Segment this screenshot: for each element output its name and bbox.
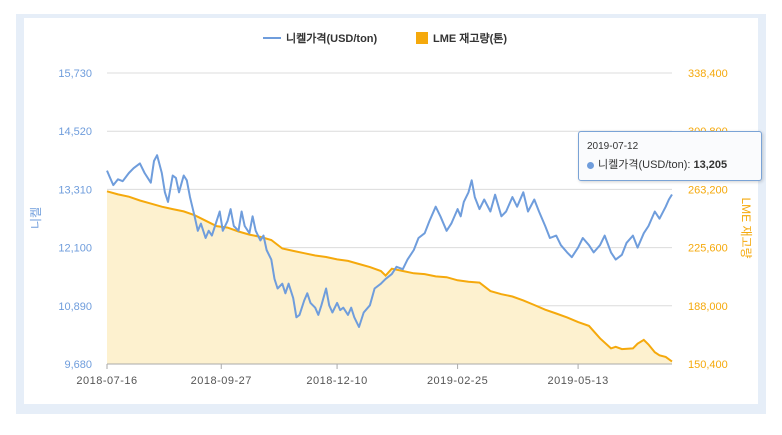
x-tick-label: 2018-12-10 [306,375,367,387]
y-right-tick-label: 225,600 [688,243,728,255]
lme-stock-area [107,191,672,364]
y-left-tick-label: 15,730 [58,68,92,80]
y-right-tick-label: 338,400 [688,68,728,80]
x-tick-label: 2018-09-27 [191,375,252,387]
y-left-axis-label: 니켈 [29,207,43,229]
y-left-tick-label: 12,100 [58,243,92,255]
tooltip-value: 13,205 [693,159,728,171]
legend-item-nickel-price[interactable]: 니켈가격(USD/ton) [263,31,378,45]
lme-stock-line [106,190,673,363]
legend-label-nickel-price: 니켈가격(USD/ton) [286,31,378,45]
legend-label-lme-stock: LME 재고량(톤) [433,31,507,45]
x-tick-label: 2019-05-13 [547,375,608,387]
x-tick-label: 2018-07-16 [76,375,137,387]
y-right-tick-label: 150,400 [688,359,728,371]
nickel-price-line [106,154,673,328]
series-dot-icon [587,161,594,169]
tooltip-row: 니켈가격(USD/ton): 13,205 [587,156,727,172]
legend: 니켈가격(USD/ton) LME 재고량(톤) [263,31,507,45]
tooltip-date: 2019-07-12 [587,141,639,152]
y-right-tick-label: 263,200 [688,184,728,196]
x-tick-label: 2019-02-25 [427,375,488,387]
legend-square-swatch-icon [416,32,428,44]
x-axis-ticks: 2018-07-16 2018-09-27 2018-12-10 2019-02-25… [76,364,608,387]
y-left-tick-label: 13,310 [58,184,92,196]
tooltip: 2019-07-12 니켈가격(USD/ton): 13,205 [578,131,762,181]
y-right-axis-ticks: 150,400188,000225,600263,200300,800338,4… [688,68,728,371]
tooltip-label: 니켈가격(USD/ton): [598,159,691,171]
y-left-tick-label: 9,680 [64,359,92,371]
y-right-axis-label: LME 재고량 [739,197,753,258]
y-right-tick-label: 188,000 [688,301,728,313]
y-left-tick-label: 10,890 [58,301,92,313]
legend-item-lme-stock[interactable]: LME 재고량(톤) [416,31,507,45]
y-left-axis-ticks: 9,680 10,890 12,100 13,310 14,520 15,730 [58,68,92,371]
y-left-tick-label: 14,520 [58,126,92,138]
